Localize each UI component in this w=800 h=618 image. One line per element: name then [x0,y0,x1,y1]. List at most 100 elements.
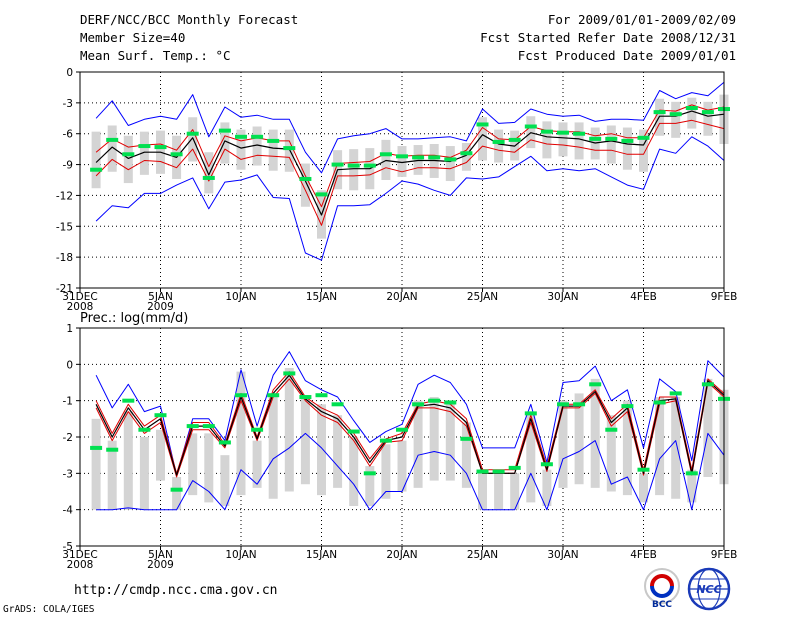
prec-xtick-label-5: 25JAN [467,549,498,561]
temp-box-day-8 [204,152,214,194]
temp-observed-day-28 [524,124,537,129]
prec-p75-line [95,371,725,474]
prec-box-day-16 [333,415,343,488]
prec-ytick-label-1: 0 [66,359,73,371]
prec-xtick-label-2: 10JAN [225,549,256,561]
prec-subtitle: Prec.: log(mm/d) [80,311,188,326]
temp-observed-day-34 [621,138,634,143]
temp-box-day-12 [268,129,278,171]
prec-observed-day-36 [653,400,666,405]
prec-box-day-12 [268,393,278,499]
temp-observed-day-18 [363,163,376,168]
temp-p75-line [95,104,725,208]
prec-box-day-24 [461,422,471,488]
prec-box-day-34 [622,400,632,496]
temp-box-day-17 [349,149,359,191]
prec-observed-day-16 [331,402,344,407]
variable-label: Mean Surf. Temp.: °C [80,48,231,63]
prec-box-day-35 [639,473,648,503]
temp-box-day-39 [703,101,713,136]
prec-xtick-year-1: 2009 [147,559,174,571]
temp-box-day-26 [494,129,504,163]
prec-box-day-4 [139,437,149,510]
temp-observed-day-24 [460,151,473,156]
prec-box-day-6 [172,476,182,510]
temp-observed-day-16 [331,162,344,167]
temp-observed-day-27 [508,137,521,142]
prec-box-day-23 [445,400,455,481]
temp-observed-day-1 [90,167,103,172]
prec-xtick-label-1: 5JAN [148,549,173,561]
temp-box-day-23 [445,146,455,182]
temp-observed-day-23 [444,157,457,162]
prec-observed-day-15 [315,393,328,398]
prec-observed-day-38 [685,471,698,476]
temp-mean-line [95,110,725,216]
temp-observed-day-15 [315,192,328,197]
bcc-logo-text: BCC [652,600,672,610]
prec-observed-day-17 [347,429,360,434]
prec-observed-day-1 [90,445,103,450]
prec-box-day-38 [687,469,697,503]
temp-observed-day-35 [637,135,650,140]
prec-ytick-label-2: -1 [63,396,73,408]
temp-observed-day-8 [202,175,215,180]
prec-observed-day-13 [283,371,296,376]
forecast-started: Fcst Started Refer Date 2008/12/31 [480,30,736,45]
prec-box-day-39 [703,378,713,477]
temp-observed-day-38 [685,106,698,110]
temp-observed-day-13 [283,146,296,151]
temp-xtick-label-3: 15JAN [306,291,337,303]
website-url[interactable]: http://cmdp.ncc.cma.gov.cn [74,583,278,598]
temp-xtick-label-8: 9FEB [711,291,738,303]
prec-box-day-1 [91,418,101,510]
prec-xtick-label-4: 20JAN [386,549,417,561]
prec-max-line [95,351,725,476]
temp-box-day-38 [687,97,697,129]
prec-observed-day-11 [251,427,264,432]
prec-ytick-label-4: -3 [63,468,73,480]
prec-box-day-17 [349,437,359,507]
prec-box-day-9 [220,455,230,507]
temp-observed-day-32 [589,136,602,141]
prec-xtick-year-0: 2008 [67,559,94,571]
temp-box-day-34 [622,127,632,170]
temp-xtick-label-1: 5JAN [148,291,173,303]
prec-box-day-2 [107,440,117,510]
prec-observed-day-3 [122,398,135,403]
temp-box-day-29 [542,121,552,159]
temp-xtick-label-4: 20JAN [386,291,417,303]
prec-box-day-27 [510,473,520,510]
temp-ytick-label-3: -9 [63,160,73,172]
temp-observed-day-7 [186,131,199,136]
temp-box-day-10 [236,129,246,170]
prec-box-day-25 [478,473,487,510]
temp-box-day-7 [188,117,198,162]
temp-box-day-30 [558,122,568,157]
temp-xtick-label-0: 31DEC [62,291,97,303]
prec-observed-day-23 [444,400,457,405]
prec-box-day-14 [300,397,310,485]
temp-observed-day-4 [138,144,151,149]
temp-box-day-1 [91,131,101,189]
prec-box-day-28 [526,415,536,503]
prec-observed-day-5 [154,413,167,418]
temp-box-day-37 [671,101,681,138]
prec-xtick-label-7: 4FEB [630,549,657,561]
temp-xtick-label-5: 25JAN [467,291,498,303]
prec-box-day-11 [252,440,262,488]
prec-box-day-8 [204,433,214,503]
member-size: Member Size=40 [80,30,186,45]
temp-box-day-3 [123,135,133,184]
temp-box-day-20 [397,146,407,177]
temp-ytick-label-1: -3 [63,98,73,110]
prec-box-day-18 [365,466,375,507]
temp-xtick-year-1: 2009 [147,301,174,313]
prec-xtick-label-6: 30JAN [547,549,578,561]
temp-xtick-label-2: 10JAN [225,291,256,303]
temp-box-day-4 [139,131,149,175]
temp-observed-day-26 [492,139,505,144]
temp-observed-day-25 [476,122,489,127]
temp-max-line [95,81,725,174]
